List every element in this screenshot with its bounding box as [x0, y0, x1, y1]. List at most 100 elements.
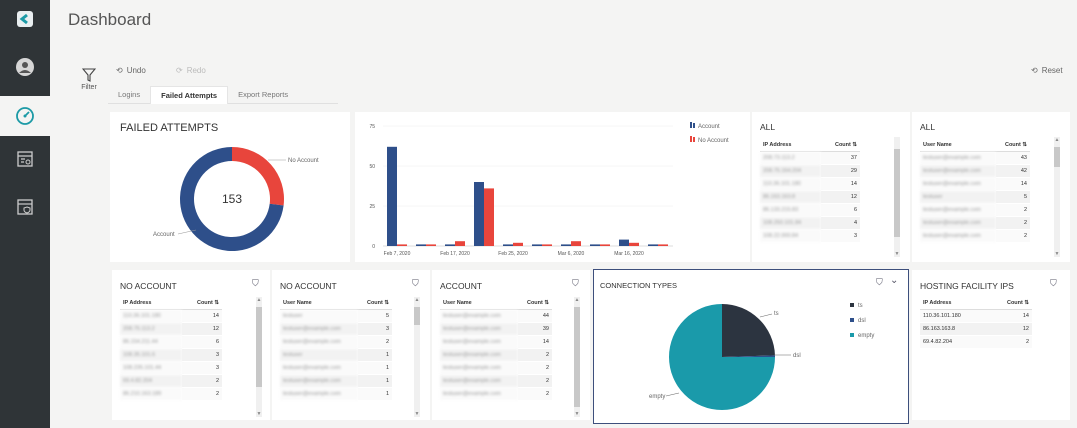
- bar-no-account[interactable]: [455, 241, 465, 246]
- column-header-count[interactable]: Count ⇅: [517, 297, 552, 310]
- table-row[interactable]: testuser@example.com 1: [280, 387, 392, 401]
- bar-no-account[interactable]: [484, 188, 494, 246]
- bar-account[interactable]: [474, 182, 484, 246]
- bar-account[interactable]: [648, 244, 658, 246]
- reset-button[interactable]: ⟲ Reset: [1031, 66, 1063, 75]
- undo-button[interactable]: ⟲ Undo: [116, 66, 146, 75]
- table-row[interactable]: testuser@example.com 44: [440, 309, 552, 323]
- table-row[interactable]: testuser@example.com 2: [920, 216, 1030, 230]
- table-row[interactable]: 208.73.113.2 37: [760, 151, 860, 165]
- pie-slice-ts[interactable]: [722, 304, 775, 357]
- table-row[interactable]: testuser@example.com 2: [280, 335, 392, 349]
- table-row[interactable]: 86.210.163.189 2: [120, 387, 222, 401]
- table-row[interactable]: 86.154.211.44 6: [120, 335, 222, 349]
- table-row[interactable]: testuser@example.com 2: [920, 229, 1030, 243]
- bar-account[interactable]: [416, 244, 426, 246]
- column-header-name[interactable]: IP Address: [120, 297, 183, 310]
- column-header-count[interactable]: Count ⇅: [821, 139, 860, 152]
- bar-account[interactable]: [561, 244, 571, 246]
- sidebar-item-reports[interactable]: [0, 140, 50, 178]
- all-ip-scrollbar[interactable]: ▼: [894, 137, 900, 257]
- column-header-name[interactable]: IP Address: [920, 297, 989, 310]
- table-row[interactable]: 69.4.82.204 2: [120, 374, 222, 388]
- bar-no-account[interactable]: [513, 242, 523, 246]
- sidebar-item-security[interactable]: [0, 188, 50, 226]
- bar-account[interactable]: [532, 244, 542, 246]
- redo-button[interactable]: ⟳ Redo: [176, 66, 206, 75]
- bar-account[interactable]: [503, 244, 513, 246]
- table-row[interactable]: 208.75.164.204 29: [760, 164, 860, 178]
- bar-no-account[interactable]: [658, 244, 668, 246]
- table-row[interactable]: 86.133.215.83 6: [760, 203, 860, 217]
- column-header-name[interactable]: User Name: [920, 139, 997, 152]
- table-row[interactable]: testuser@example.com 2: [440, 361, 552, 375]
- bar-no-account[interactable]: [600, 244, 610, 246]
- bar-no-account[interactable]: [397, 244, 407, 246]
- all-user-scrollbar[interactable]: ▲ ▼: [1054, 137, 1060, 257]
- table-row[interactable]: 108.35.101.6 3: [120, 348, 222, 362]
- table-row[interactable]: 86.163.163.8 12: [920, 322, 1032, 336]
- table-row[interactable]: testuser@example.com 43: [920, 151, 1030, 165]
- bar-no-account[interactable]: [542, 244, 552, 246]
- no-account-ip-scrollbar[interactable]: ▲ ▼: [256, 297, 262, 417]
- bar-no-account[interactable]: [629, 242, 639, 246]
- table-row[interactable]: 108.22.000.84 3: [760, 229, 860, 243]
- table-row[interactable]: testuser@example.com 2: [440, 387, 552, 401]
- bar-account[interactable]: [387, 146, 397, 246]
- pie-slice-dsl[interactable]: [722, 355, 775, 357]
- app-logo[interactable]: [0, 0, 50, 38]
- table-row[interactable]: testuser 1: [280, 348, 392, 362]
- legend-empty[interactable]: empty: [858, 333, 874, 339]
- filter-icon[interactable]: ⛉: [412, 278, 419, 288]
- sidebar-item-dashboard[interactable]: [0, 96, 50, 136]
- tab-logins[interactable]: Logins: [118, 90, 141, 99]
- table-row[interactable]: testuser@example.com 2: [440, 348, 552, 362]
- column-header-name[interactable]: IP Address: [760, 139, 822, 152]
- legend-dsl[interactable]: dsl: [858, 318, 866, 324]
- chevron-down-icon[interactable]: ⌄: [890, 275, 899, 286]
- table-row[interactable]: testuser@example.com 1: [280, 361, 392, 375]
- table-row[interactable]: testuser@example.com 1: [280, 374, 392, 388]
- table-row[interactable]: testuser@example.com 14: [440, 335, 552, 349]
- column-header-name[interactable]: User Name: [440, 297, 518, 310]
- pie-slice-empty[interactable]: [669, 304, 775, 410]
- column-header-count[interactable]: Count ⇅: [988, 297, 1032, 310]
- table-row[interactable]: testuser 5: [920, 190, 1030, 204]
- column-header-count[interactable]: Count ⇅: [996, 139, 1030, 152]
- table-row[interactable]: testuser@example.com 14: [920, 177, 1030, 191]
- filter-icon[interactable]: ⛉: [572, 278, 579, 288]
- bar-legend-no-account[interactable]: No Account: [690, 136, 729, 144]
- column-header-name[interactable]: User Name: [280, 297, 358, 310]
- table-row[interactable]: testuser@example.com 2: [920, 203, 1030, 217]
- bar-no-account[interactable]: [571, 241, 581, 246]
- table-row[interactable]: 69.4.82.204 2: [920, 335, 1032, 349]
- filter-icon[interactable]: ⛉: [252, 278, 259, 288]
- filter-button[interactable]: Filter: [78, 68, 100, 91]
- table-row[interactable]: testuser@example.com 39: [440, 322, 552, 336]
- tab-export-reports[interactable]: Export Reports: [238, 90, 289, 99]
- table-row[interactable]: 208.75.113.2 12: [120, 322, 222, 336]
- user-avatar[interactable]: [0, 48, 50, 86]
- table-row[interactable]: 108.250.101.84 4: [760, 216, 860, 230]
- column-header-count[interactable]: Count ⇅: [357, 297, 392, 310]
- tab-failed-attempts[interactable]: Failed Attempts: [150, 86, 229, 104]
- column-header-count[interactable]: Count ⇅: [182, 297, 222, 310]
- table-row[interactable]: testuser 5: [280, 309, 392, 323]
- table-row[interactable]: 110.36.101.180 14: [920, 309, 1032, 323]
- table-row[interactable]: 86.163.163.8 12: [760, 190, 860, 204]
- table-row[interactable]: testuser@example.com 2: [440, 374, 552, 388]
- table-row[interactable]: 110.36.101.180 14: [120, 309, 222, 323]
- filter-icon[interactable]: ⛉: [1050, 278, 1057, 288]
- bar-account[interactable]: [590, 244, 600, 246]
- legend-ts[interactable]: ts: [858, 303, 863, 309]
- table-row[interactable]: testuser@example.com 3: [280, 322, 392, 336]
- bar-account[interactable]: [445, 244, 455, 246]
- table-row[interactable]: 108.235.101.44 3: [120, 361, 222, 375]
- connection-types-panel[interactable]: CONNECTION TYPES ⛉ ⌄ ts dsl empty dsl ts…: [593, 269, 909, 424]
- bar-legend-account[interactable]: Account: [690, 122, 720, 130]
- table-row[interactable]: 110.36.101.180 14: [760, 177, 860, 191]
- donut-slice-no-account[interactable]: [232, 147, 284, 206]
- bar-account[interactable]: [619, 239, 629, 246]
- filter-icon[interactable]: ⛉: [876, 277, 883, 287]
- account-user-scrollbar[interactable]: ▲ ▼: [574, 297, 580, 417]
